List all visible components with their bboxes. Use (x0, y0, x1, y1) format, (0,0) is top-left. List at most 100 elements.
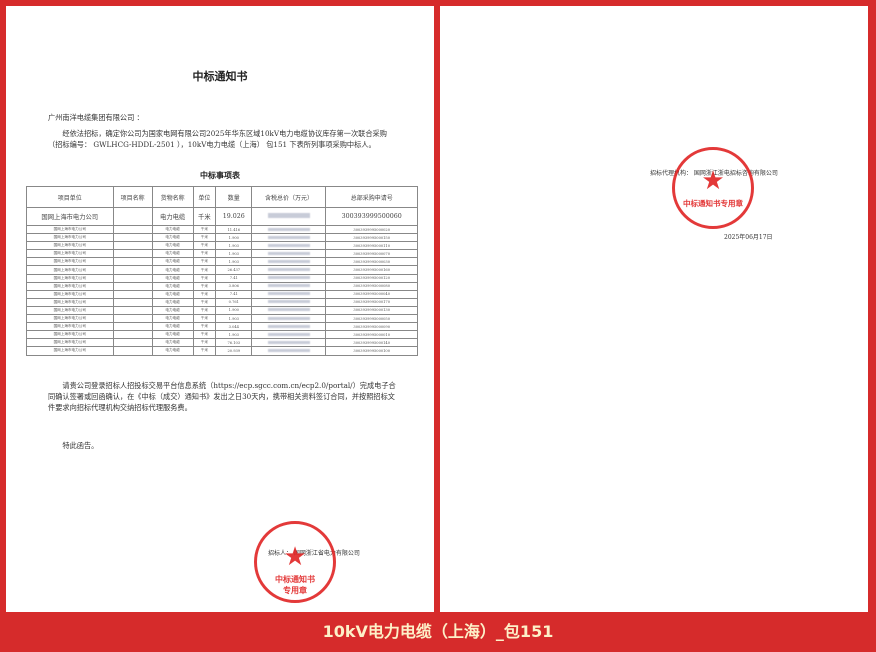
column-header: 总部采购申请号 (325, 186, 418, 208)
redacted-price (267, 259, 311, 263)
table-row: 国网上海市电力公司 电力电缆 千米 1.903 3003939995000110 (26, 241, 418, 251)
table-row: 国网上海市电力公司 电力电缆 千米 26.437 3003939995000160 (26, 265, 418, 275)
redacted-price (267, 340, 311, 344)
table-cell (112, 346, 153, 356)
table-cell (251, 233, 327, 243)
table-cell (251, 224, 327, 235)
award-table: 项目单位 项目名称 货物名称 单位 数量 含税总价（万元） 总部采购申请号 国网上海市电力公… (26, 186, 418, 356)
column-header: 项目单位 (26, 186, 114, 208)
table-cell: 3003939995000090 (325, 322, 418, 332)
table-cell (251, 346, 327, 356)
table-row: 国网上海市电力公司 电力电缆 千米 1.900 3003939995000150 (26, 233, 418, 243)
closing: 特此函告。 (62, 441, 99, 450)
table-cell (112, 281, 153, 291)
table-cell (112, 207, 153, 226)
table-cell: 3003939995000150 (325, 233, 418, 243)
table-cell: 0.761 (215, 297, 253, 307)
table-cell: 国网上海市电力公司 (26, 305, 114, 316)
table-cell: 国网上海市电力公司 (26, 322, 114, 332)
table-cell (112, 233, 153, 243)
table-cell (112, 338, 153, 348)
table-cell: 千米 (192, 297, 217, 307)
table-cell: 千米 (192, 273, 217, 283)
table-cell: 3003939995000070 (325, 249, 418, 259)
table-cell: 电力电缆 (151, 338, 194, 348)
table-cell: 7.41 (215, 289, 253, 299)
table-cell: 1.903 (215, 330, 253, 340)
table-row: 国网上海市电力公司 电力电缆 千米 1.903 3003939995000030 (26, 257, 418, 267)
document-title: 中标通知书 (192, 70, 248, 83)
table-cell: 国网上海市电力公司 (26, 249, 114, 259)
table-cell: 国网上海市电力公司 (26, 233, 114, 243)
table-cell: 3003939995000140 (325, 338, 418, 348)
table-cell: 电力电缆 (151, 346, 194, 356)
star-icon: ★ (701, 166, 725, 196)
table-cell: 千米 (192, 338, 217, 348)
column-header: 数量 (215, 186, 253, 208)
table-cell: 电力电缆 (151, 273, 194, 283)
table-cell: 3003939995000030 (325, 257, 418, 267)
table-cell: 3003939995000170 (325, 297, 418, 307)
paragraph-instructions: 请贵公司登录招标人招投标交易平台信息系统（https://ecp.sgcc.co… (48, 381, 396, 412)
table-cell (251, 207, 327, 226)
table-cell: 千米 (192, 305, 217, 316)
table-row: 国网上海市电力公司 电力电缆 千米 1.900 3003939995000130 (26, 305, 418, 316)
table-cell: 1.903 (215, 241, 253, 251)
table-cell: 3.806 (215, 281, 253, 291)
table-cell: 国网上海市电力公司 (26, 338, 114, 348)
table-cell (112, 224, 153, 235)
table-row: 国网上海市电力公司 电力电缆 千米 7.41 3003939995000120 (26, 273, 418, 283)
table-cell (112, 241, 153, 251)
table-cell: 千米 (192, 265, 217, 275)
column-header: 货物名称 (151, 186, 194, 208)
table-cell (251, 241, 327, 251)
table-cell: 国网上海市电力公司 (26, 330, 114, 340)
table-title: 中标事项表 (200, 170, 240, 180)
addressee: 广州南洋电缆集团有限公司 ： (48, 113, 144, 122)
redacted-price (267, 251, 311, 255)
table-row: 国网上海市电力公司 电力电缆 千米 11.416 3003939995000020 (26, 224, 418, 235)
table-cell: 千米 (192, 241, 217, 251)
table-cell (112, 273, 153, 283)
redacted-price (267, 243, 311, 247)
tenderer-stamp: ★ 中标通知书 专用章 (254, 521, 336, 603)
table-cell: 3003939995000080 (325, 281, 418, 291)
column-header: 项目名称 (112, 186, 153, 208)
table-cell (112, 265, 153, 275)
redacted-price (267, 227, 311, 231)
table-cell: 3003939995000110 (325, 241, 418, 251)
table-row: 国网上海市电力公司 电力电缆 千米 19.026 300393999500060 (26, 207, 418, 226)
table-cell (251, 338, 327, 348)
table-cell: 国网上海市电力公司 (26, 289, 114, 299)
table-cell (251, 273, 327, 283)
table-cell: 千米 (192, 257, 217, 267)
table-cell: 国网上海市电力公司 (26, 273, 114, 283)
table-cell: 1.903 (215, 257, 253, 267)
table-cell (251, 297, 327, 307)
table-cell: 电力电缆 (151, 257, 194, 267)
table-cell: 电力电缆 (151, 297, 194, 307)
table-cell: 电力电缆 (151, 322, 194, 332)
table-cell: 电力电缆 (151, 241, 194, 251)
table-cell: 千米 (192, 249, 217, 259)
redacted-price (267, 284, 311, 288)
table-cell: 电力电缆 (151, 249, 194, 259)
table-cell: 国网上海市电力公司 (26, 257, 114, 267)
issue-date: 2025年06月17日 (724, 234, 773, 241)
table-cell (251, 249, 327, 259)
caption-bar: 10kV电力电缆（上海）_包151 (322, 622, 554, 641)
table-cell: 国网上海市电力公司 (26, 314, 114, 324)
table-cell: 电力电缆 (151, 314, 194, 324)
table-cell (251, 322, 327, 332)
table-cell: 20.939 (215, 346, 253, 356)
table-cell: 国网上海市电力公司 (26, 297, 114, 307)
notice-page-right: 招标代理机构： 国网浙江浙电招标咨询有限公司 ★ 中标通知书专用章 2025年0… (440, 6, 868, 612)
table-row: 国网上海市电力公司 电力电缆 千米 1.903 3003939995000070 (26, 249, 418, 259)
table-cell: 电力电缆 (151, 289, 194, 299)
table-cell: 电力电缆 (151, 330, 194, 340)
table-cell (251, 305, 327, 316)
table-cell: 电力电缆 (151, 281, 194, 291)
table-cell: 76.103 (215, 338, 253, 348)
redacted-price (267, 292, 311, 296)
table-cell: 11.416 (215, 224, 253, 235)
